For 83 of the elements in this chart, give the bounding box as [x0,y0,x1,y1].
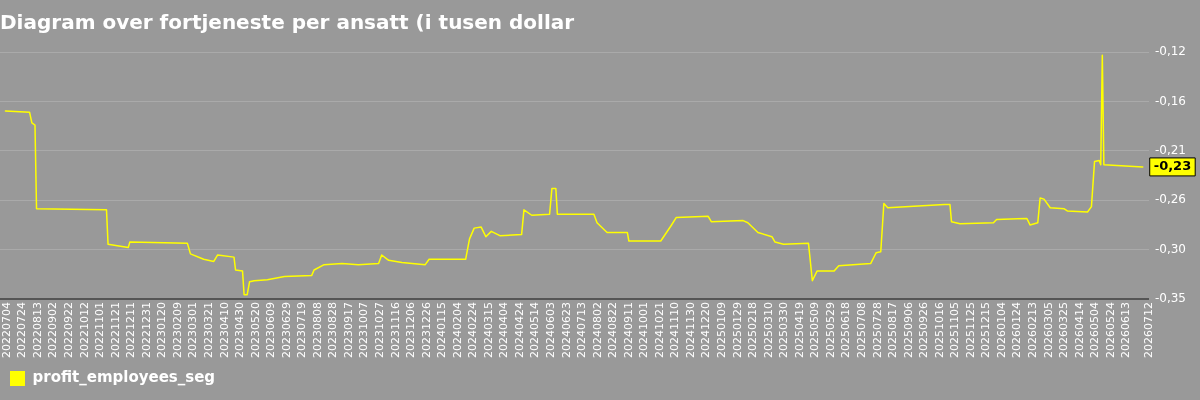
x-tick-label: 20221231 [139,302,153,359]
x-tick-label: 20250906 [901,302,915,359]
x-tick-label: 20241130 [683,302,697,359]
x-tick-label: 20250330 [777,302,791,359]
x-tick-label: 20220902 [46,302,60,359]
legend-label: profit_employees_seg [32,368,216,387]
y-tick-label: -0,26 [1154,192,1187,207]
x-tick-label: 20240115 [435,302,449,359]
x-tick-label: 20241220 [699,302,713,359]
x-tick-label: 20221012 [77,302,91,359]
x-tick-label: 20240603 [544,302,558,359]
x-tick-label: 20240204 [450,302,464,359]
x-tick-label: 20260613 [1119,302,1133,359]
x-tick-label: 20221211 [124,302,138,359]
chart-title: Diagram over fortjeneste per ansatt (i tusen dollar [0,10,575,35]
x-tick-label: 20240315 [481,302,495,359]
x-tick-label: 20230321 [201,302,215,359]
x-tick-label: 20241001 [637,302,651,359]
x-tick-label: 20230430 [233,302,247,359]
x-tick-label: 20230629 [279,302,293,359]
x-tick-label: 20240224 [466,302,480,359]
x-tick-label: 20230209 [170,302,184,359]
x-tick-label: 20251125 [963,302,977,359]
x-tick-label: 20250817 [886,302,900,359]
x-tick-label: 20251215 [979,302,993,359]
x-tick-label: 20260124 [1010,302,1024,359]
x-tick-label: 20260504 [1088,302,1102,359]
x-tick-label: 20230301 [186,302,200,359]
x-tick-label: 20231007 [357,302,371,359]
x-tick-label: 20240713 [575,302,589,359]
x-tick-label: 20260414 [1072,302,1086,359]
x-tick-label: 20231116 [388,302,402,359]
x-tick-label: 20230609 [264,302,278,359]
x-tick-label: 20260305 [1041,302,1055,359]
x-tick-label: 20230520 [248,302,262,359]
x-tick-label: 20250529 [823,302,837,359]
x-tick-label: 20250419 [792,302,806,359]
x-tick-label: 20260524 [1103,302,1117,359]
x-tick-label: 20231206 [404,302,418,359]
x-tick-label: 20250310 [761,302,775,359]
y-tick-label: -0,35 [1154,291,1187,306]
x-tick-label: 20240404 [497,302,511,359]
x-tick-label: 20260712 [1141,302,1155,359]
x-tick-label: 20240822 [606,302,620,359]
y-tick-label: -0,16 [1154,93,1187,108]
x-tick-label: 20230917 [341,302,355,359]
x-tick-label: 20240802 [590,302,604,359]
x-tick-label: 20230828 [326,302,340,359]
x-tick-label: 20250708 [854,302,868,359]
x-tick-label: 20250618 [839,302,853,359]
y-tick-label: -0,21 [1154,142,1187,157]
x-tick-label: 20241021 [652,302,666,359]
x-tick-label: 20240911 [621,302,635,359]
x-tick-label: 20220922 [62,302,76,359]
x-tick-label: 20250218 [746,302,760,359]
y-tick-label: -0,12 [1154,44,1187,59]
x-tick-label: 20221101 [93,302,107,359]
x-tick-label: 20250129 [730,302,744,359]
x-tick-label: 20250109 [715,302,729,359]
x-tick-label: 20240424 [512,302,526,359]
x-tick-label: 20250926 [917,302,931,359]
x-tick-label: 20230410 [217,302,231,359]
x-tick-label: 20260104 [994,302,1008,359]
x-tick-label: 20250728 [870,302,884,359]
x-tick-label: 20260325 [1057,302,1071,359]
x-tick-label: 20230719 [295,302,309,359]
y-tick-label: -0,30 [1154,241,1187,256]
x-tick-label: 20250509 [808,302,822,359]
x-tick-label: 20241110 [668,302,682,359]
x-tick-label: 20260213 [1025,302,1039,359]
annotation: -0,23 [1153,158,1192,174]
x-tick-label: 20221121 [108,302,122,359]
x-tick-label: 20220704 [0,302,13,359]
x-tick-label: 20240623 [559,302,573,359]
x-tick-label: 20251016 [932,302,946,359]
x-tick-label: 20240514 [528,302,542,359]
x-tick-label: 20231027 [372,302,386,359]
x-tick-label: 20220813 [30,302,44,359]
x-tick-label: 20230120 [155,302,169,359]
x-tick-label: 20231226 [419,302,433,359]
x-tick-label: 20220724 [15,302,29,359]
x-tick-label: 20230808 [310,302,324,359]
x-tick-label: 20251105 [948,302,962,359]
